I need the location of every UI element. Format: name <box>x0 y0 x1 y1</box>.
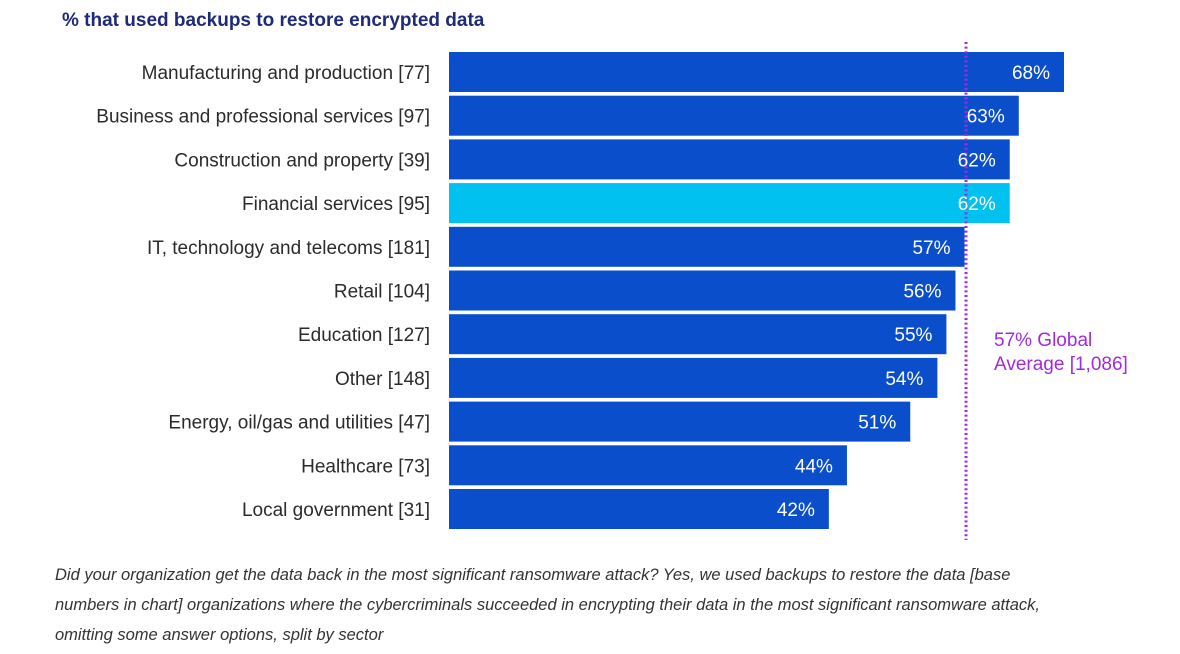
value-label: 68% <box>1012 63 1050 84</box>
category-label: Local government [31] <box>242 500 430 521</box>
bar-9 <box>449 445 847 486</box>
bar-4 <box>449 226 965 267</box>
chart-footnote: Did your organization get the data back … <box>55 566 1040 644</box>
global-average-label-line2: Average [1,086] <box>994 354 1128 375</box>
category-label: Financial services [95] <box>242 194 430 215</box>
category-label: Retail [104] <box>334 282 430 303</box>
global-average-label-line1: 57% Global <box>994 330 1092 351</box>
category-label: Education [127] <box>298 325 430 346</box>
bar-10 <box>449 489 829 529</box>
category-label: Manufacturing and production [77] <box>142 63 430 84</box>
value-label: 63% <box>967 107 1005 128</box>
value-label: 54% <box>885 369 923 390</box>
bar-3 <box>449 183 1010 224</box>
bar-2 <box>449 139 1010 180</box>
value-label: 42% <box>777 500 815 521</box>
bar-0 <box>449 52 1064 92</box>
bar-8 <box>449 401 911 442</box>
value-label: 62% <box>958 194 996 215</box>
category-label: Other [148] <box>335 369 430 390</box>
category-label: Healthcare [73] <box>301 456 430 477</box>
category-label: Business and professional services [97] <box>96 107 430 128</box>
value-label: 55% <box>894 325 932 346</box>
bar-5 <box>449 270 956 311</box>
value-label: 56% <box>903 282 941 303</box>
value-label: 62% <box>958 150 996 171</box>
bar-1 <box>449 95 1019 136</box>
chart-title: % that used backups to restore encrypted… <box>62 10 485 31</box>
category-label: Energy, oil/gas and utilities [47] <box>168 413 430 434</box>
value-label: 44% <box>795 456 833 477</box>
bar-7 <box>449 357 938 398</box>
value-label: 51% <box>858 413 896 434</box>
category-label: IT, technology and telecoms [181] <box>147 238 430 259</box>
bar-chart: Manufacturing and production [77] 68% Busi… <box>96 42 1128 540</box>
bar-6 <box>449 314 947 355</box>
value-label: 57% <box>912 238 950 259</box>
category-label: Construction and property [39] <box>174 150 430 171</box>
